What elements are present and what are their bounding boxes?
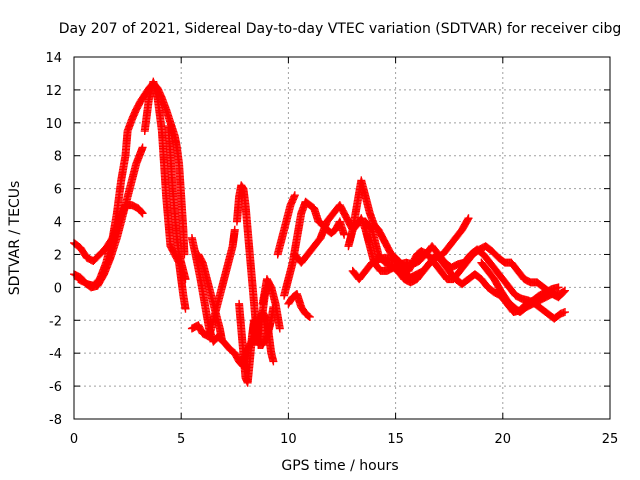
y-tick-label: 2	[54, 248, 62, 263]
y-tick-label: -8	[49, 413, 62, 428]
data-point	[137, 208, 146, 217]
grid-lines	[74, 57, 610, 419]
chart-title: Day 207 of 2021, Sidereal Day-to-day VTE…	[59, 21, 622, 37]
data-point	[464, 214, 473, 223]
data-point	[554, 283, 563, 292]
x-tick-label: 25	[602, 432, 619, 447]
plot-frame	[73, 56, 611, 420]
data-point	[560, 308, 569, 317]
x-axis-ticks: 0 5 10 15 20 25	[70, 57, 618, 447]
y-tick-label: 0	[54, 281, 62, 296]
y-tick-label: -4	[49, 347, 62, 362]
data-point	[138, 209, 147, 218]
data-point	[230, 225, 239, 234]
y-tick-label: -6	[49, 380, 62, 395]
y-tick-label: 12	[45, 84, 62, 99]
data-point	[181, 275, 190, 284]
y-tick-label: 8	[54, 150, 62, 165]
y-tick-label: 6	[54, 183, 62, 198]
data-point	[181, 304, 190, 313]
y-tick-label: 10	[45, 117, 62, 132]
data-point	[290, 191, 299, 200]
data-point	[275, 324, 284, 333]
y-tick-label: 14	[45, 51, 62, 66]
y-tick-label: 4	[54, 216, 62, 231]
x-tick-label: 10	[280, 432, 297, 447]
x-tick-label: 0	[70, 432, 78, 447]
data-point	[463, 215, 472, 224]
data-point	[305, 312, 314, 321]
data-point	[304, 312, 313, 321]
data-point	[217, 336, 226, 345]
data-point	[560, 286, 569, 295]
y-axis-ticks: -8 -6 -4 -2 0 2 4 6 8 10 12 14	[45, 51, 610, 428]
y-axis-label: SDTVAR / TECUs	[7, 181, 23, 296]
y-tick-label: -2	[49, 314, 62, 329]
data-point	[269, 357, 278, 366]
data-point	[559, 287, 568, 296]
x-tick-label: 5	[177, 432, 185, 447]
data-points	[70, 77, 569, 387]
x-tick-label: 15	[387, 432, 404, 447]
x-axis-label: GPS time / hours	[281, 458, 398, 474]
data-point	[340, 230, 349, 239]
x-tick-label: 20	[495, 432, 512, 447]
data-point	[138, 143, 147, 152]
